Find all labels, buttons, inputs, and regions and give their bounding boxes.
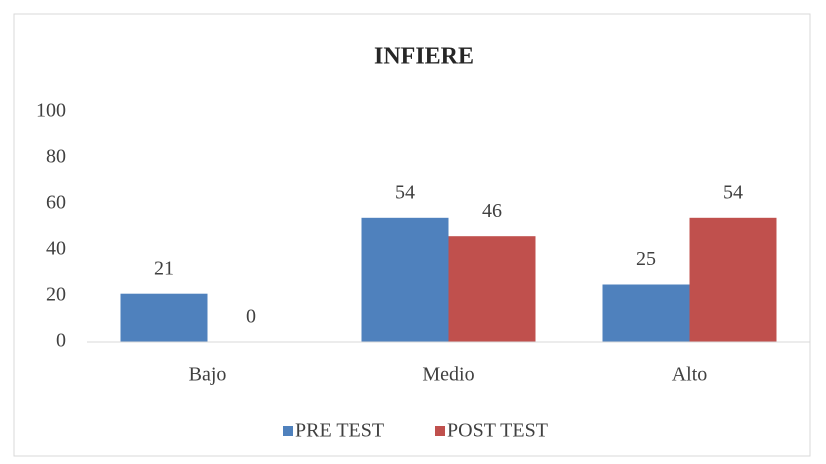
y-tick-label: 100 <box>36 100 66 122</box>
value-label: 25 <box>636 248 656 270</box>
bar <box>120 293 208 342</box>
legend-swatch <box>283 426 293 436</box>
bar <box>689 217 777 342</box>
y-tick-label: 0 <box>56 330 66 352</box>
value-label: 0 <box>246 306 256 328</box>
y-tick-label: 40 <box>46 238 66 260</box>
legend-label: POST TEST <box>447 420 548 442</box>
legend-swatch <box>435 426 445 436</box>
y-tick-label: 60 <box>46 192 66 214</box>
x-tick-label: Medio <box>422 364 474 386</box>
legend-label: PRE TEST <box>295 420 384 442</box>
bar <box>448 236 536 342</box>
value-label: 54 <box>723 181 743 203</box>
x-tick-label: Alto <box>672 364 708 386</box>
x-tick-label: Bajo <box>189 364 227 386</box>
value-label: 54 <box>395 181 415 203</box>
y-tick-label: 80 <box>46 146 66 168</box>
y-tick-label: 20 <box>46 284 66 306</box>
bar <box>361 217 449 342</box>
value-label: 46 <box>482 200 502 222</box>
bar <box>602 284 690 342</box>
chart-title: INFIERE <box>374 44 474 70</box>
value-label: 21 <box>154 257 174 279</box>
